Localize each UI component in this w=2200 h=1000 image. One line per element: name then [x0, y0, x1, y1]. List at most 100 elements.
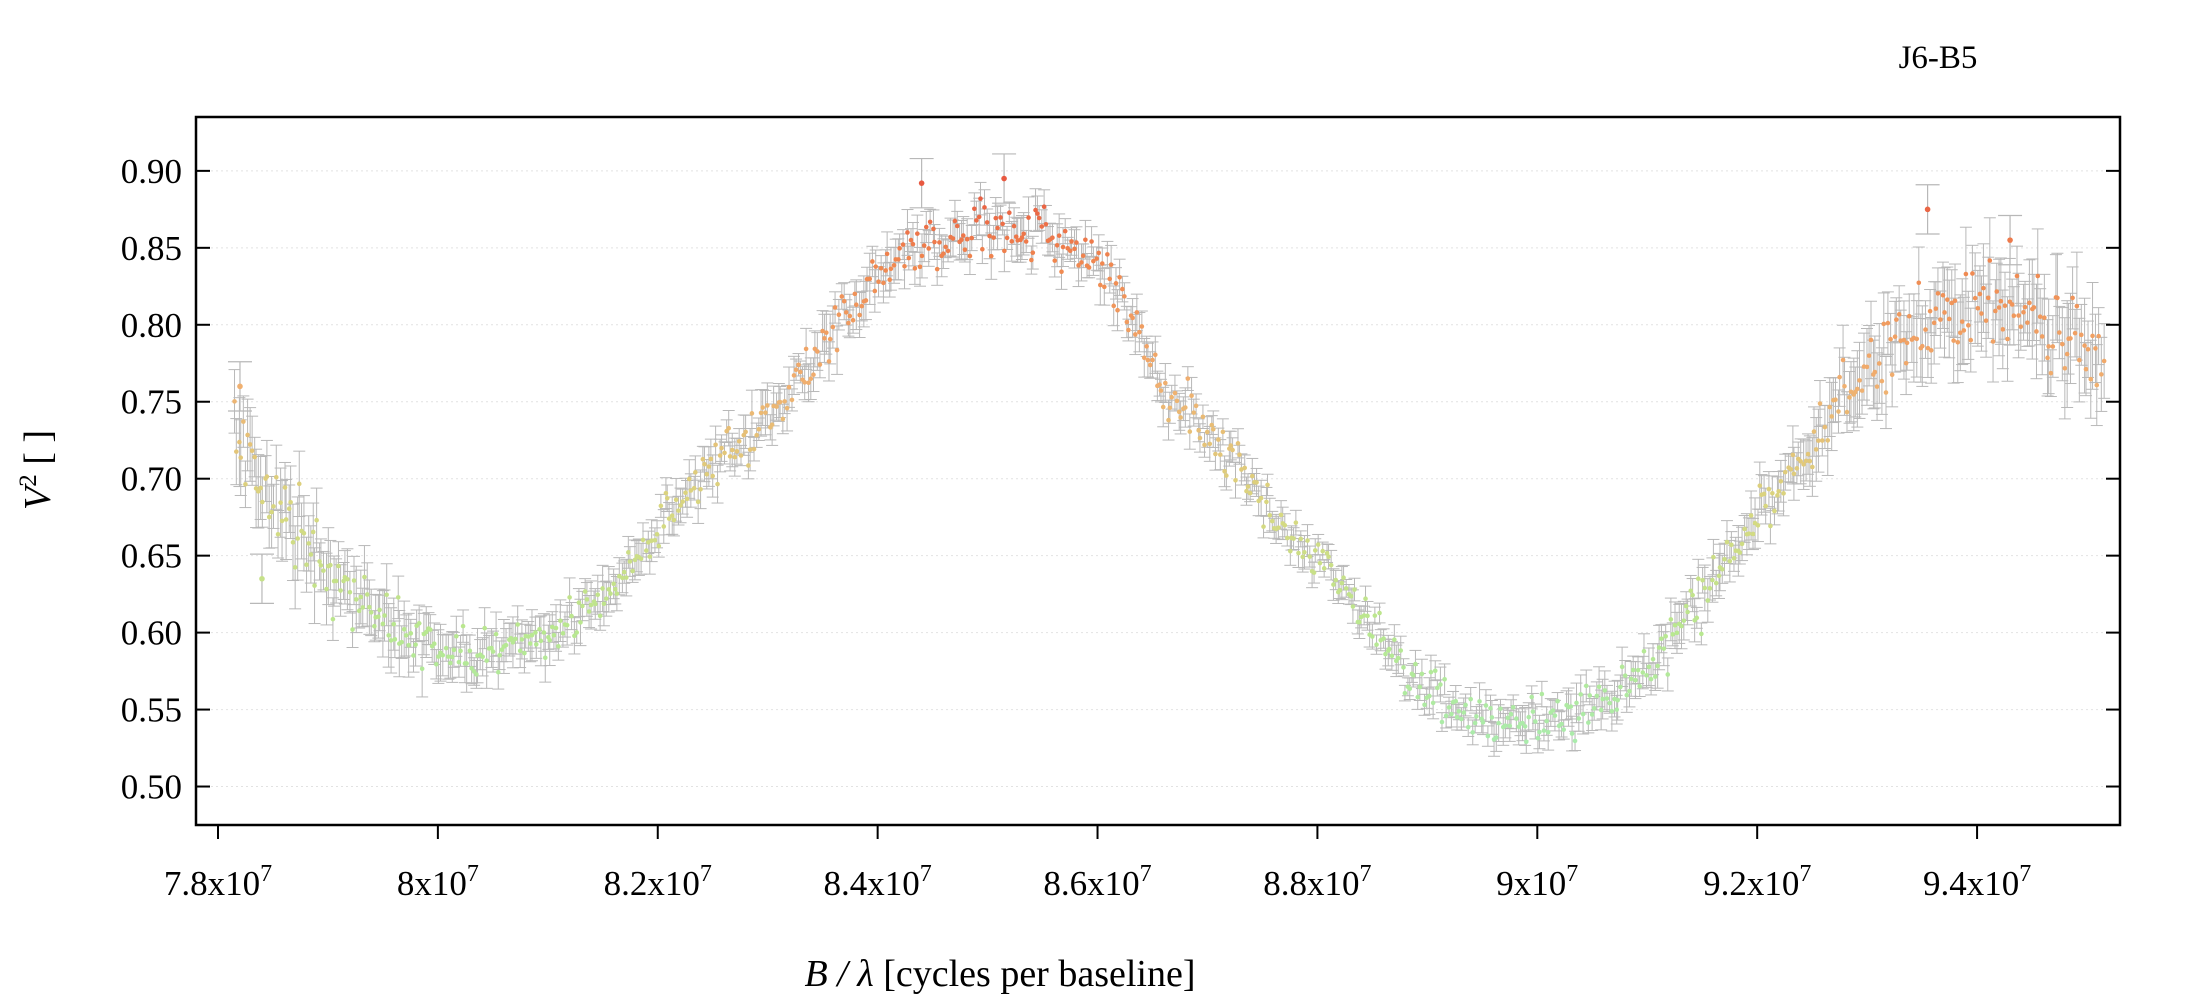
data-point	[1126, 327, 1131, 333]
data-point	[1859, 388, 1865, 393]
data-point	[279, 518, 285, 524]
data-point	[2031, 305, 2037, 310]
data-point	[469, 666, 474, 671]
data-point	[489, 645, 494, 651]
data-point	[456, 659, 462, 665]
data-point	[1514, 716, 1519, 721]
data-point	[1650, 656, 1656, 662]
data-point	[808, 376, 814, 381]
data-point	[612, 586, 618, 592]
data-point	[896, 257, 901, 262]
data-point	[1883, 390, 1889, 395]
data-point	[954, 223, 960, 229]
data-point	[606, 587, 612, 592]
y-tick-label: 0.60	[121, 614, 182, 653]
data-point	[1134, 310, 1140, 315]
data-point	[1145, 357, 1151, 363]
data-point	[1894, 317, 1899, 322]
data-point	[237, 439, 242, 445]
data-point	[704, 471, 710, 477]
data-point	[1788, 467, 1794, 472]
data-point	[592, 601, 598, 607]
data-point	[1398, 648, 1404, 653]
data-point	[1407, 686, 1413, 692]
data-point	[522, 650, 527, 656]
data-point	[1942, 310, 1947, 315]
data-point	[1438, 682, 1443, 687]
data-point	[1350, 604, 1356, 609]
data-point	[1776, 488, 1781, 494]
data-point	[706, 464, 712, 469]
data-point	[1485, 733, 1491, 739]
data-point	[931, 226, 936, 232]
data-point	[271, 504, 276, 509]
data-point	[1798, 459, 1803, 464]
data-point	[362, 574, 367, 580]
data-point	[1488, 705, 1493, 711]
data-point	[1386, 646, 1392, 652]
data-point	[1498, 706, 1503, 711]
data-point	[1141, 355, 1147, 361]
data-point	[1147, 362, 1153, 368]
data-point	[1237, 452, 1242, 458]
data-point	[1602, 688, 1608, 693]
data-point	[888, 266, 894, 272]
data-point	[497, 652, 502, 658]
data-point	[1655, 663, 1660, 669]
data-point	[1158, 388, 1164, 393]
data-point	[806, 380, 811, 386]
data-point	[1695, 576, 1701, 582]
data-point	[897, 246, 902, 251]
data-point	[1099, 261, 1105, 266]
data-point	[859, 303, 865, 309]
data-point	[578, 620, 583, 625]
data-point	[1152, 352, 1158, 358]
data-point	[863, 298, 869, 303]
data-point	[1746, 531, 1752, 536]
data-point	[691, 485, 697, 491]
data-point	[519, 637, 525, 642]
data-point	[1627, 688, 1632, 694]
data-point	[1033, 207, 1038, 213]
data-point	[1690, 592, 1695, 598]
data-point	[1526, 714, 1532, 720]
data-point	[1204, 429, 1210, 435]
data-point	[372, 623, 377, 629]
data-point	[1472, 720, 1478, 726]
data-point	[1998, 298, 2004, 304]
data-point	[1772, 508, 1777, 514]
data-point	[1120, 286, 1125, 292]
data-point	[1261, 524, 1266, 529]
data-point	[1724, 539, 1730, 545]
data-point	[998, 215, 1003, 220]
data-point	[384, 592, 389, 598]
data-point	[433, 661, 439, 667]
data-point	[574, 630, 580, 635]
data-point	[1372, 613, 1378, 618]
data-point	[991, 235, 996, 240]
data-point	[1102, 284, 1107, 290]
data-point	[1019, 235, 1025, 240]
x-tick-label: 7.8x107	[164, 861, 272, 903]
data-point	[556, 644, 561, 649]
data-point	[1596, 684, 1602, 690]
data-point	[2068, 336, 2073, 341]
data-point	[1021, 231, 1026, 237]
data-point	[551, 632, 557, 638]
data-point	[1778, 479, 1784, 484]
data-point	[732, 454, 738, 460]
data-point	[1493, 735, 1499, 740]
data-point	[717, 453, 723, 458]
data-point	[884, 251, 890, 257]
data-point	[1244, 488, 1249, 494]
data-point	[1383, 651, 1388, 657]
data-point	[626, 550, 631, 555]
data-point	[1670, 632, 1676, 637]
data-point	[1196, 428, 1201, 433]
data-point	[1683, 603, 1689, 609]
data-point	[1847, 395, 1852, 400]
data-point	[652, 537, 658, 543]
data-point	[1377, 610, 1382, 616]
data-point	[1422, 702, 1427, 708]
data-point	[1278, 512, 1284, 518]
